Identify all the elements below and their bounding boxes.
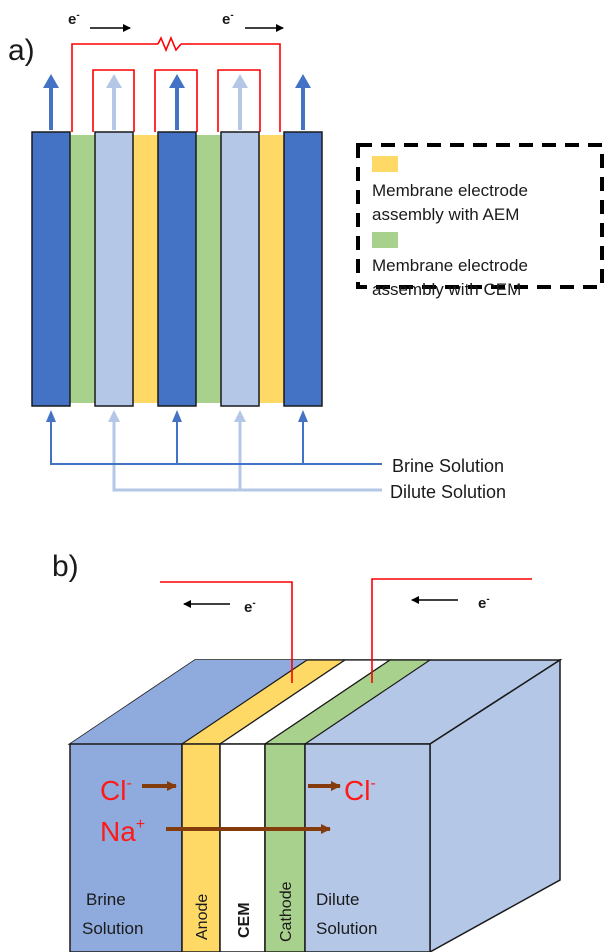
brine-label-line2: Solution [82,919,143,938]
dilute-label-line1: Dilute [316,890,359,909]
brine-channel-3 [283,131,323,407]
dilute-inlet-piping [108,410,382,492]
legend-aem-line1: Membrane electrode [372,181,528,200]
cell-stack [31,131,323,407]
dilute-channel-2 [220,131,260,407]
panel-b-label: b) [52,550,79,583]
electron-label-left: e- [68,10,80,28]
anode-lead [160,581,293,683]
legend: Membrane electrode assembly with AEM Mem… [356,143,604,299]
panel-a: a) e- e- [8,10,604,502]
legend-cem-line1: Membrane electrode [372,256,528,275]
cem-strip-1 [70,135,95,403]
chloride-ion-right: Cl- [344,775,376,806]
electron-label-right: e- [222,10,234,28]
front-dilute [304,743,431,952]
dilute-channel-1 [94,131,134,407]
aem-strip-1 [133,135,158,403]
cathode-label: Cathode [278,881,295,942]
panel-a-label: a) [8,34,35,67]
brine-inlet-piping [46,410,382,465]
resistor-icon [157,35,182,53]
dilute-solution-label: Dilute Solution [390,482,506,502]
cem-label: CEM [236,902,253,938]
aem-strip-2 [259,135,284,403]
outlet-arrows [43,74,311,130]
panel-b: b) e- e- Cl- Cl- [52,550,563,952]
front-brine [69,743,183,952]
cem-strip-2 [196,135,221,403]
chloride-ion-left: Cl- [100,775,132,806]
external-circuit [71,35,281,132]
legend-aem-line2: assembly with AEM [372,205,519,224]
legend-frame [356,143,604,289]
brine-solution-label: Brine Solution [392,456,504,476]
sodium-ion: Na+ [100,816,145,847]
front-anode [181,743,221,952]
electron-label-b-right: e- [478,594,490,612]
legend-cem-line2: assembly with CEM [372,280,521,299]
electron-label-b-left: e- [244,598,256,616]
brine-channel-2 [157,131,197,407]
brine-channel-1 [31,131,71,407]
anode-label: Anode [194,894,211,940]
dilute-label-line2: Solution [316,919,377,938]
legend-aem-swatch [372,156,398,172]
top-face-brine [70,660,307,744]
legend-cem-swatch [372,232,398,248]
cathode-lead [371,578,532,683]
brine-label-line1: Brine [86,890,126,909]
internal-loops [92,69,261,132]
